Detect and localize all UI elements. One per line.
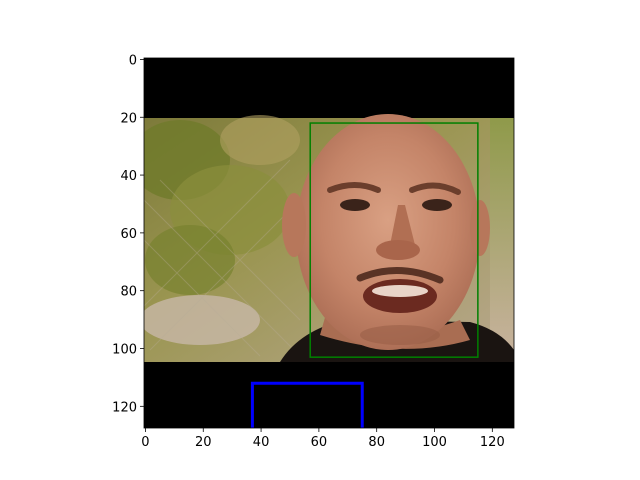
- x-tick-label: 60: [311, 435, 328, 450]
- y-tick-label: 0: [129, 53, 137, 68]
- y-tick-label: 120: [112, 400, 137, 415]
- y-tick-label: 100: [112, 343, 137, 358]
- padding-bottom: [144, 362, 514, 428]
- photo: [144, 114, 514, 362]
- y-tick-label: 80: [120, 285, 137, 300]
- marker-box: [250, 381, 364, 428]
- x-tick-label: 120: [480, 435, 505, 450]
- padding-top: [144, 58, 514, 118]
- image-panel: [144, 58, 514, 428]
- x-tick-label: 40: [253, 435, 270, 450]
- x-axis: 0 20 40 60 80 100 120: [141, 428, 505, 450]
- y-tick-label: 60: [120, 227, 137, 242]
- x-tick-label: 80: [368, 435, 385, 450]
- y-tick-label: 20: [120, 111, 137, 126]
- y-tick-label: 40: [120, 169, 137, 184]
- x-tick-label: 100: [422, 435, 447, 450]
- x-tick-label: 0: [141, 435, 149, 450]
- x-tick-label: 20: [195, 435, 212, 450]
- y-axis: 0 20 40 60 80 100 120: [112, 53, 144, 415]
- face-bounding-box: [309, 122, 479, 358]
- axes-frame: [143, 57, 515, 429]
